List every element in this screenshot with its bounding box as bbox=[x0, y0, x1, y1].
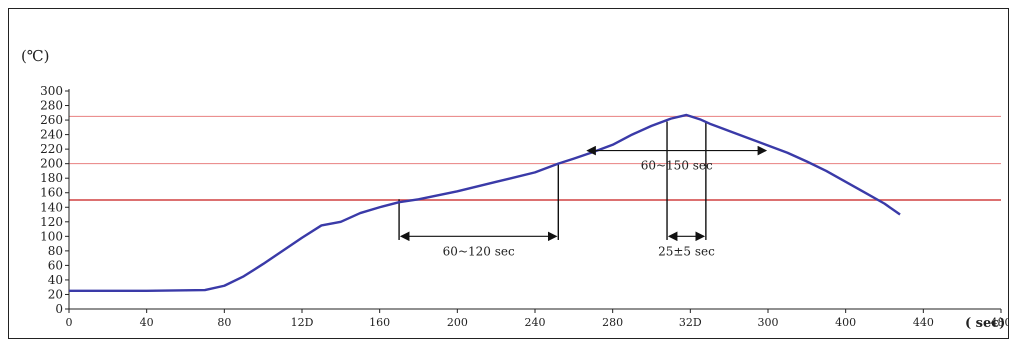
x-axis-label: ( sec) bbox=[965, 316, 1005, 331]
y-tick-label-14: 280 bbox=[40, 99, 63, 113]
x-tick-label-11: 440 bbox=[913, 316, 934, 329]
x-tick-label-0: 0 bbox=[66, 316, 73, 329]
x-tick-label-5: 200 bbox=[447, 316, 468, 329]
y-tick-label-8: 160 bbox=[40, 186, 63, 200]
y-tick-label-11: 220 bbox=[40, 142, 63, 156]
y-tick-label-15: 300 bbox=[40, 84, 63, 98]
y-tick-label-7: 140 bbox=[40, 200, 63, 214]
reference-lines bbox=[69, 115, 1001, 201]
x-tick-label-3: 12D bbox=[291, 316, 314, 329]
y-tick-label-0: 0 bbox=[55, 302, 63, 316]
x-tick-label-8: 32D bbox=[679, 316, 702, 329]
guide-lines bbox=[398, 121, 707, 240]
y-tick-label-13: 260 bbox=[40, 113, 63, 127]
annotation-label-2: 25±5 sec bbox=[658, 244, 715, 258]
x-tick-label-12: 480 bbox=[991, 316, 1009, 329]
annotation-label-0: 60~120 sec bbox=[443, 244, 515, 258]
series-line-0 bbox=[69, 113, 901, 293]
y-tick-label-12: 240 bbox=[40, 128, 63, 142]
x-tick-label-7: 280 bbox=[602, 316, 623, 329]
x-tick-label-4: 160 bbox=[369, 316, 390, 329]
chart-frame: (℃) ( sec) 0 20 40 60 80 100 120 140 160 180 200 22… bbox=[8, 8, 1012, 339]
y-tick-label-10: 200 bbox=[40, 157, 63, 171]
x-tick-label-2: 80 bbox=[217, 316, 231, 329]
x-tick-label-10: 400 bbox=[835, 316, 856, 329]
annotations: 60~120 sec 60~150 sec 25±5 sec bbox=[399, 145, 768, 258]
x-tick-label-1: 40 bbox=[140, 316, 154, 329]
y-tick-label-3: 60 bbox=[48, 258, 63, 272]
y-tick-label-2: 40 bbox=[48, 273, 63, 287]
y-axis-label: (℃) bbox=[21, 47, 49, 65]
annotation-label-1: 60~150 sec bbox=[641, 159, 713, 173]
y-tick-label-4: 80 bbox=[48, 244, 63, 258]
y-tick-label-1: 20 bbox=[48, 287, 63, 301]
reflow-profile-chart: (℃) ( sec) 02040608010012014016018020022… bbox=[21, 47, 1012, 331]
axes: 0204060801001201401601802002202402602803… bbox=[40, 84, 1011, 329]
series-group bbox=[69, 113, 901, 293]
x-tick-label-6: 240 bbox=[525, 316, 546, 329]
x-tick-label-9: 300 bbox=[758, 316, 779, 329]
y-tick-label-6: 120 bbox=[40, 215, 63, 229]
y-tick-label-9: 180 bbox=[40, 171, 63, 185]
y-tick-label-5: 100 bbox=[40, 229, 63, 243]
